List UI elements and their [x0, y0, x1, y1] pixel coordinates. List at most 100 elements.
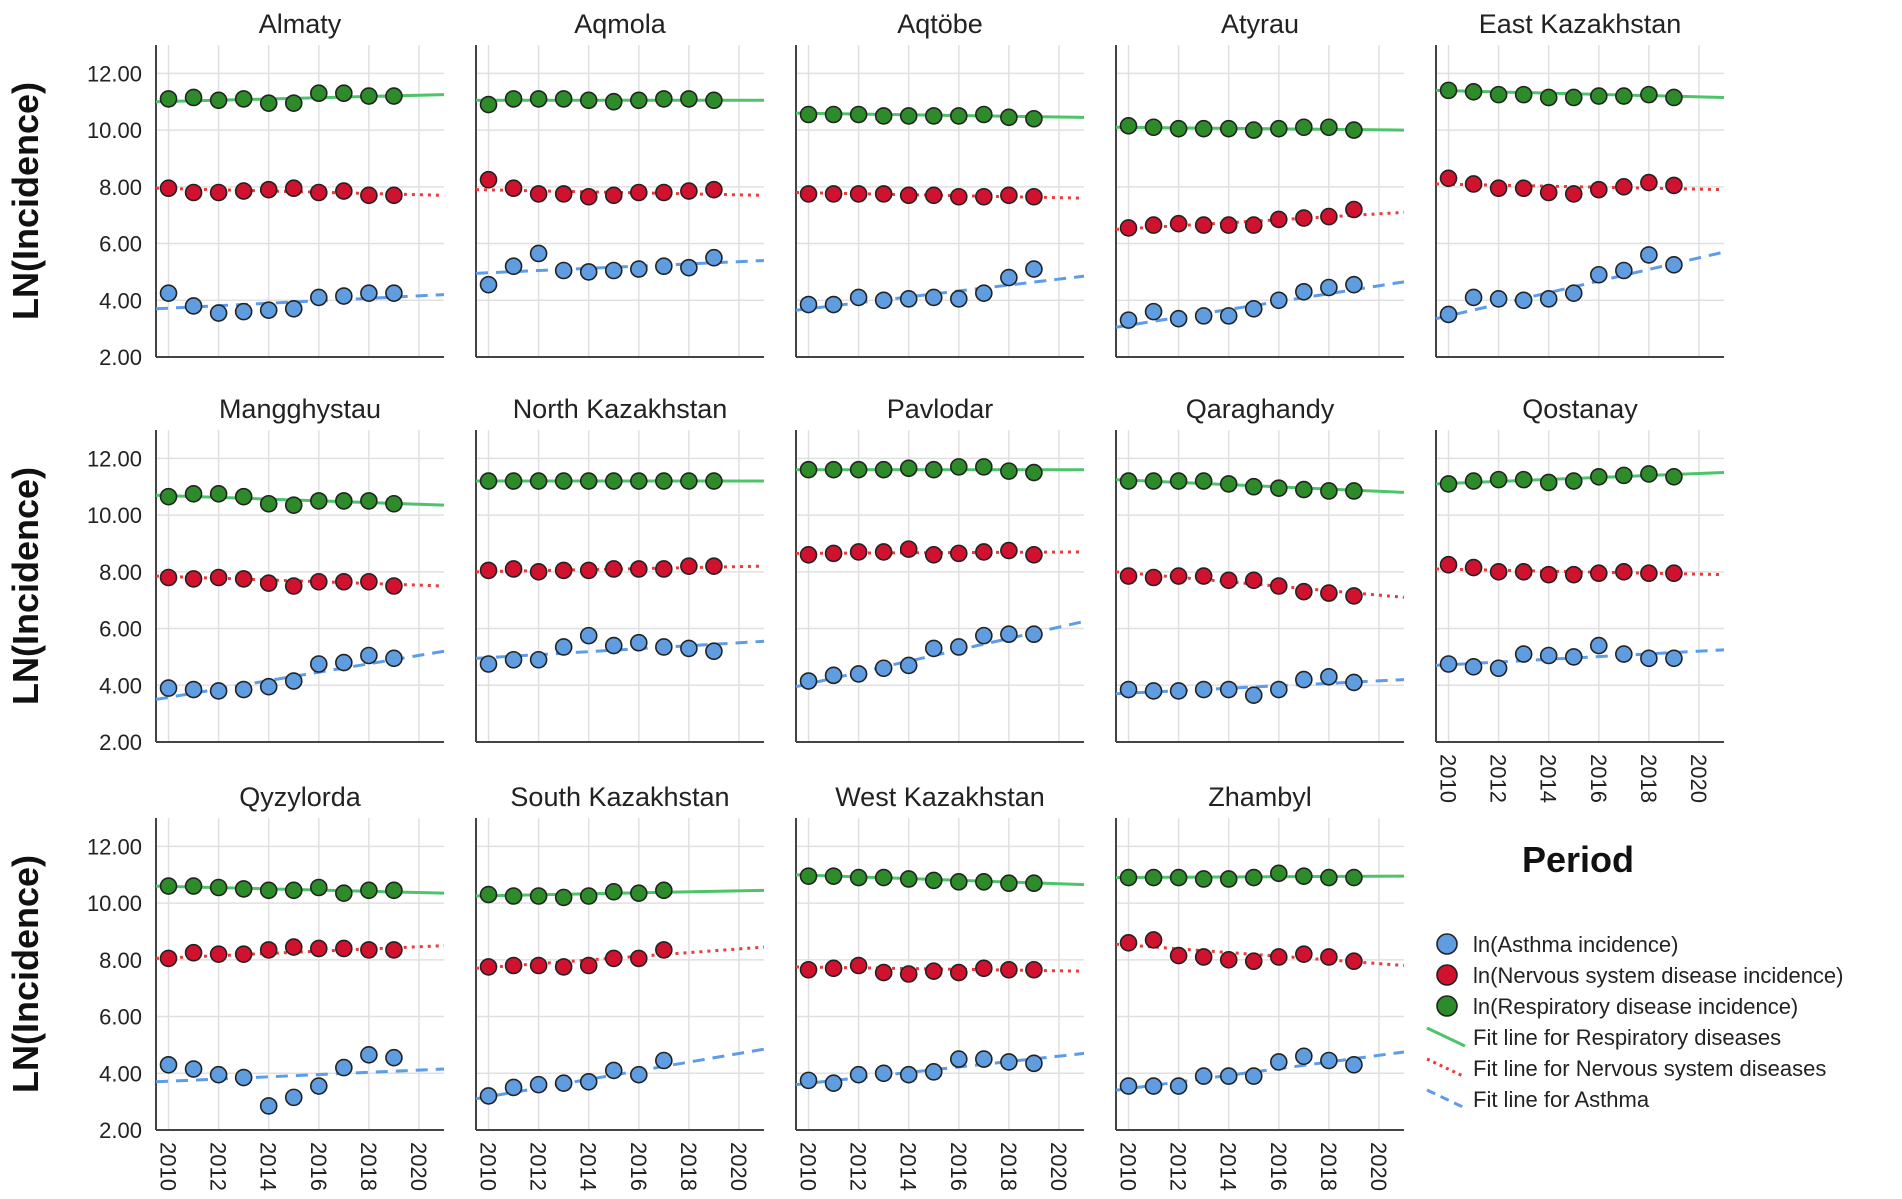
panel-aqtöbe: Aqtöbe — [795, 9, 1085, 358]
asthma-point — [1564, 648, 1583, 666]
respiratory-point — [705, 91, 723, 110]
asthma-point — [874, 1064, 893, 1083]
respiratory-point — [680, 90, 698, 108]
nervous-point — [504, 560, 523, 578]
asthma-point — [924, 288, 943, 307]
x-tick-label: 2010 — [156, 1142, 181, 1191]
asthma-point — [799, 672, 818, 690]
asthma-point — [1144, 1077, 1163, 1095]
nervous-point — [335, 572, 353, 591]
nervous-point — [975, 187, 993, 206]
nervous-point — [1025, 187, 1043, 206]
asthma-point — [1194, 307, 1213, 325]
nervous-point — [849, 185, 868, 203]
respiratory-point — [1000, 462, 1018, 480]
nervous-point — [1464, 175, 1483, 193]
nervous-point — [680, 557, 698, 575]
respiratory-point — [799, 867, 818, 885]
asthma-point — [1269, 1053, 1288, 1071]
respiratory-point — [259, 494, 278, 513]
nervous-point — [1589, 564, 1608, 583]
nervous-point — [629, 560, 648, 578]
asthma-point — [234, 680, 253, 699]
asthma-point — [1119, 680, 1138, 699]
asthma-point — [1025, 625, 1043, 644]
nervous-point — [655, 183, 673, 202]
asthma-point — [899, 290, 918, 308]
nervous-point — [799, 545, 818, 564]
asthma-point — [705, 248, 723, 267]
respiratory-point — [284, 496, 303, 514]
respiratory-point — [604, 882, 623, 901]
asthma-point — [1169, 1077, 1188, 1095]
asthma-point — [309, 655, 328, 673]
panel-title: East Kazakhstan — [1479, 9, 1682, 39]
nervous-point — [655, 941, 673, 959]
asthma-point — [579, 626, 598, 645]
nervous-point — [1219, 571, 1238, 590]
asthma-point — [824, 1074, 843, 1092]
x-tick-label: 2016 — [1586, 754, 1611, 803]
nervous-point — [924, 186, 943, 205]
asthma-point — [259, 677, 278, 696]
asthma-point — [1615, 261, 1633, 280]
panel-almaty: Almaty 2.00 4.00 6.00 8.00 10.00 12.00 — [87, 9, 445, 370]
nervous-point — [234, 182, 253, 200]
panel-title: Zhambyl — [1208, 782, 1312, 812]
nervous-point — [159, 568, 178, 587]
respiratory-point — [824, 460, 843, 479]
nervous-point — [1194, 567, 1213, 585]
asthma-point — [1589, 636, 1608, 655]
respiratory-point — [849, 105, 868, 124]
asthma-point — [284, 1088, 303, 1107]
respiratory-point — [899, 459, 918, 478]
nervous-point — [309, 183, 328, 202]
nervous-point — [529, 563, 548, 581]
respiratory-point — [554, 888, 573, 907]
asthma-point — [1489, 290, 1508, 308]
respiratory-point — [1489, 85, 1508, 104]
respiratory-point — [1589, 467, 1608, 486]
respiratory-point — [1169, 868, 1188, 887]
y-tick-label: 12.00 — [87, 61, 142, 86]
respiratory-point — [799, 105, 818, 124]
asthma-point — [309, 1077, 328, 1095]
x-tick-label: 2014 — [896, 1142, 921, 1191]
asthma-point — [159, 284, 178, 302]
fit-asthma-line — [155, 1067, 445, 1084]
respiratory-point — [1000, 874, 1018, 893]
y-tick-label: 2.00 — [99, 1118, 142, 1143]
nervous-point — [184, 943, 203, 962]
asthma-point — [1269, 291, 1288, 310]
panel-title: North Kazakhstan — [513, 394, 728, 424]
asthma-point — [1345, 275, 1363, 294]
asthma-point — [705, 642, 723, 661]
respiratory-point — [234, 90, 253, 108]
nervous-point — [824, 959, 843, 978]
nervous-point — [1320, 584, 1338, 602]
x-tick-label: 2010 — [1116, 1142, 1141, 1191]
respiratory-point — [824, 105, 843, 124]
asthma-point — [1219, 307, 1238, 325]
legend-fit-asthma-swatch — [1426, 1088, 1466, 1110]
nervous-point — [1295, 209, 1313, 227]
legend-label: ln(Nervous system disease incidence) — [1473, 963, 1844, 988]
nervous-point — [554, 561, 573, 580]
legend-asthma-marker — [1436, 933, 1458, 955]
y-tick-label: 10.00 — [87, 118, 142, 143]
asthma-point — [1025, 260, 1043, 278]
nervous-point — [1514, 563, 1533, 581]
panel-south-kazakhstan: South Kazakhstan 2010 2012 2014 2016 2018 2020 — [475, 782, 765, 1191]
respiratory-point — [1000, 108, 1018, 127]
nervous-point — [1539, 565, 1558, 584]
respiratory-point — [1169, 472, 1188, 490]
y-tick-label: 8.00 — [99, 948, 142, 973]
y-tick-label: 8.00 — [99, 175, 142, 200]
respiratory-point — [899, 870, 918, 888]
nervous-point — [874, 185, 893, 203]
asthma-point — [680, 639, 698, 658]
respiratory-point — [924, 871, 943, 890]
asthma-point — [1219, 680, 1238, 699]
respiratory-point — [949, 107, 968, 125]
